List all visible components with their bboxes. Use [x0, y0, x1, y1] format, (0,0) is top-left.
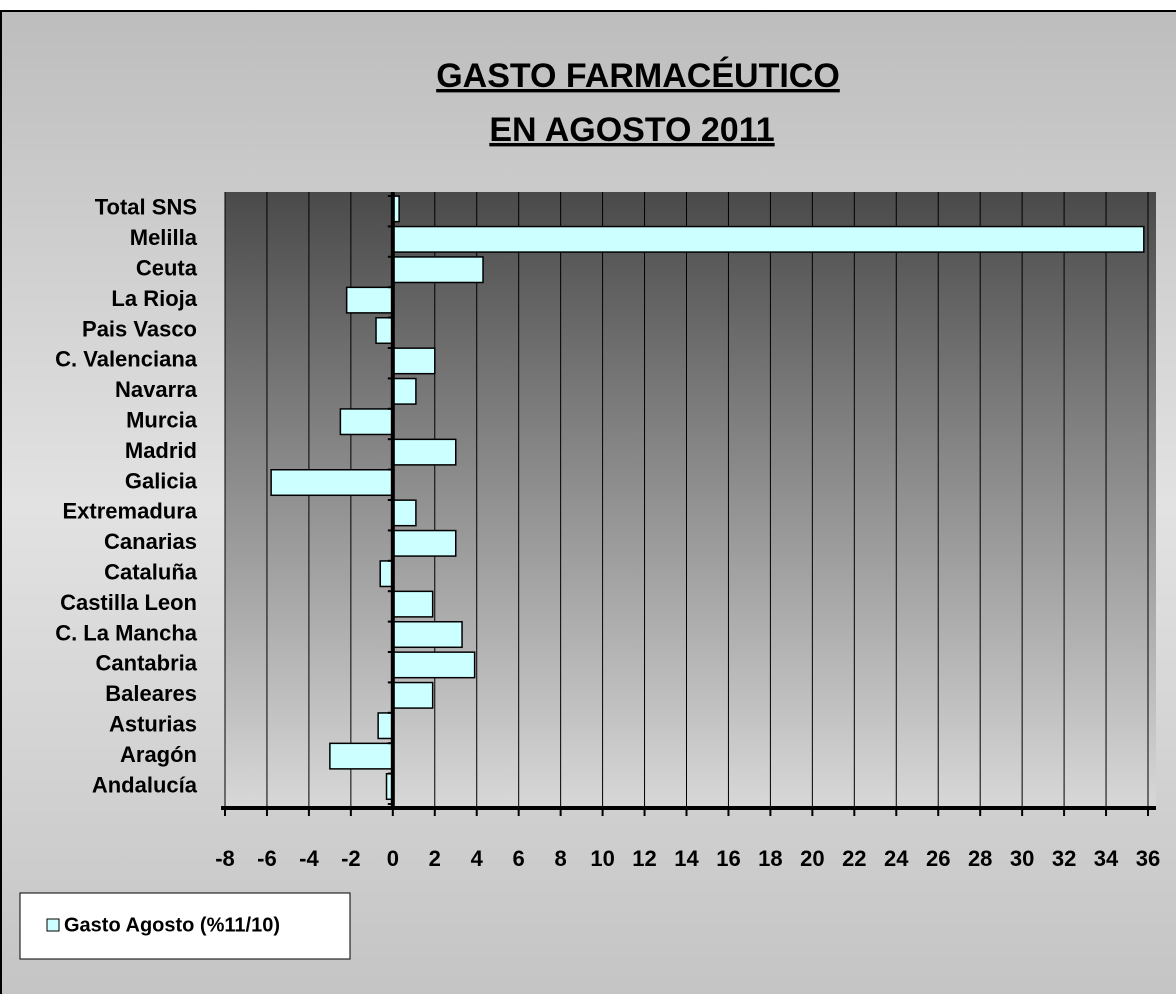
- x-tick-label: -6: [257, 846, 277, 871]
- x-tick-label: 8: [555, 846, 567, 871]
- bar: [392, 620, 463, 649]
- y-tick-label: Cataluña: [104, 560, 198, 585]
- x-tick-label: -4: [299, 846, 319, 871]
- x-tick-label: 4: [471, 846, 484, 871]
- bar: [345, 286, 394, 314]
- legend-label: Gasto Agosto (%11/10): [64, 914, 280, 936]
- y-tick-label: Cantabria: [96, 651, 198, 676]
- y-tick-label: C. Valenciana: [55, 347, 198, 372]
- x-tick-label: 0: [387, 846, 399, 871]
- x-tick-label: -8: [215, 846, 235, 871]
- bar: [339, 408, 394, 436]
- x-tick-label: 28: [968, 846, 992, 871]
- y-tick-label: Total SNS: [95, 195, 197, 220]
- legend-swatch: [46, 918, 60, 932]
- bar: [392, 438, 457, 466]
- y-tick-label: Extremadura: [62, 499, 197, 524]
- x-tick-label: 2: [429, 846, 441, 871]
- y-tick-label: Asturias: [109, 712, 197, 737]
- x-tick-label: 34: [1094, 846, 1119, 871]
- y-tick-label: Canarias: [104, 529, 197, 554]
- y-tick-label: Madrid: [125, 438, 197, 463]
- x-tick-label: 32: [1052, 846, 1076, 871]
- bar: [270, 468, 394, 497]
- x-tick-label: 12: [632, 846, 656, 871]
- x-tick-label: 6: [513, 846, 525, 871]
- y-tick-label: Melilla: [130, 225, 198, 250]
- bar: [392, 529, 457, 557]
- bar: [392, 377, 417, 405]
- legend: [19, 892, 351, 960]
- y-tick-label: Aragón: [120, 742, 197, 767]
- y-tick-label: Castilla Leon: [60, 590, 197, 615]
- x-tick-label: 10: [590, 846, 614, 871]
- bar: [329, 742, 394, 770]
- x-tick-label: 18: [758, 846, 782, 871]
- x-tick-label: 26: [926, 846, 950, 871]
- bar: [377, 712, 394, 740]
- x-tick-label: 36: [1136, 846, 1160, 871]
- y-tick-label: Murcia: [126, 408, 198, 433]
- y-tick-label: Navarra: [115, 377, 198, 402]
- y-tick-label: Andalucía: [92, 772, 198, 797]
- x-tick-label: 30: [1010, 846, 1034, 871]
- bar: [392, 256, 484, 284]
- plot-area: [225, 192, 1156, 808]
- x-tick-label: 20: [800, 846, 824, 871]
- y-tick-label: Pais Vasco: [82, 316, 197, 341]
- y-tick-label: Ceuta: [136, 256, 198, 281]
- x-tick-label: 16: [716, 846, 740, 871]
- bar: [392, 590, 434, 618]
- y-tick-label: C. La Mancha: [55, 620, 198, 645]
- x-tick-label: 22: [842, 846, 866, 871]
- chart-title: EN AGOSTO 2011: [489, 111, 774, 149]
- x-tick-label: 14: [674, 846, 699, 871]
- bar: [392, 499, 417, 527]
- x-tick-label: 24: [884, 846, 909, 871]
- x-tick-label: -2: [341, 846, 361, 871]
- y-tick-label: Galicia: [125, 468, 198, 493]
- bar: [375, 316, 394, 345]
- y-tick-label: La Rioja: [111, 286, 197, 311]
- bar: [392, 651, 476, 679]
- bar: [392, 225, 1145, 253]
- y-tick-label: Baleares: [105, 681, 197, 706]
- bar: [392, 681, 434, 709]
- chart-title: GASTO FARMACÉUTICO: [436, 57, 840, 95]
- bar: [392, 347, 436, 375]
